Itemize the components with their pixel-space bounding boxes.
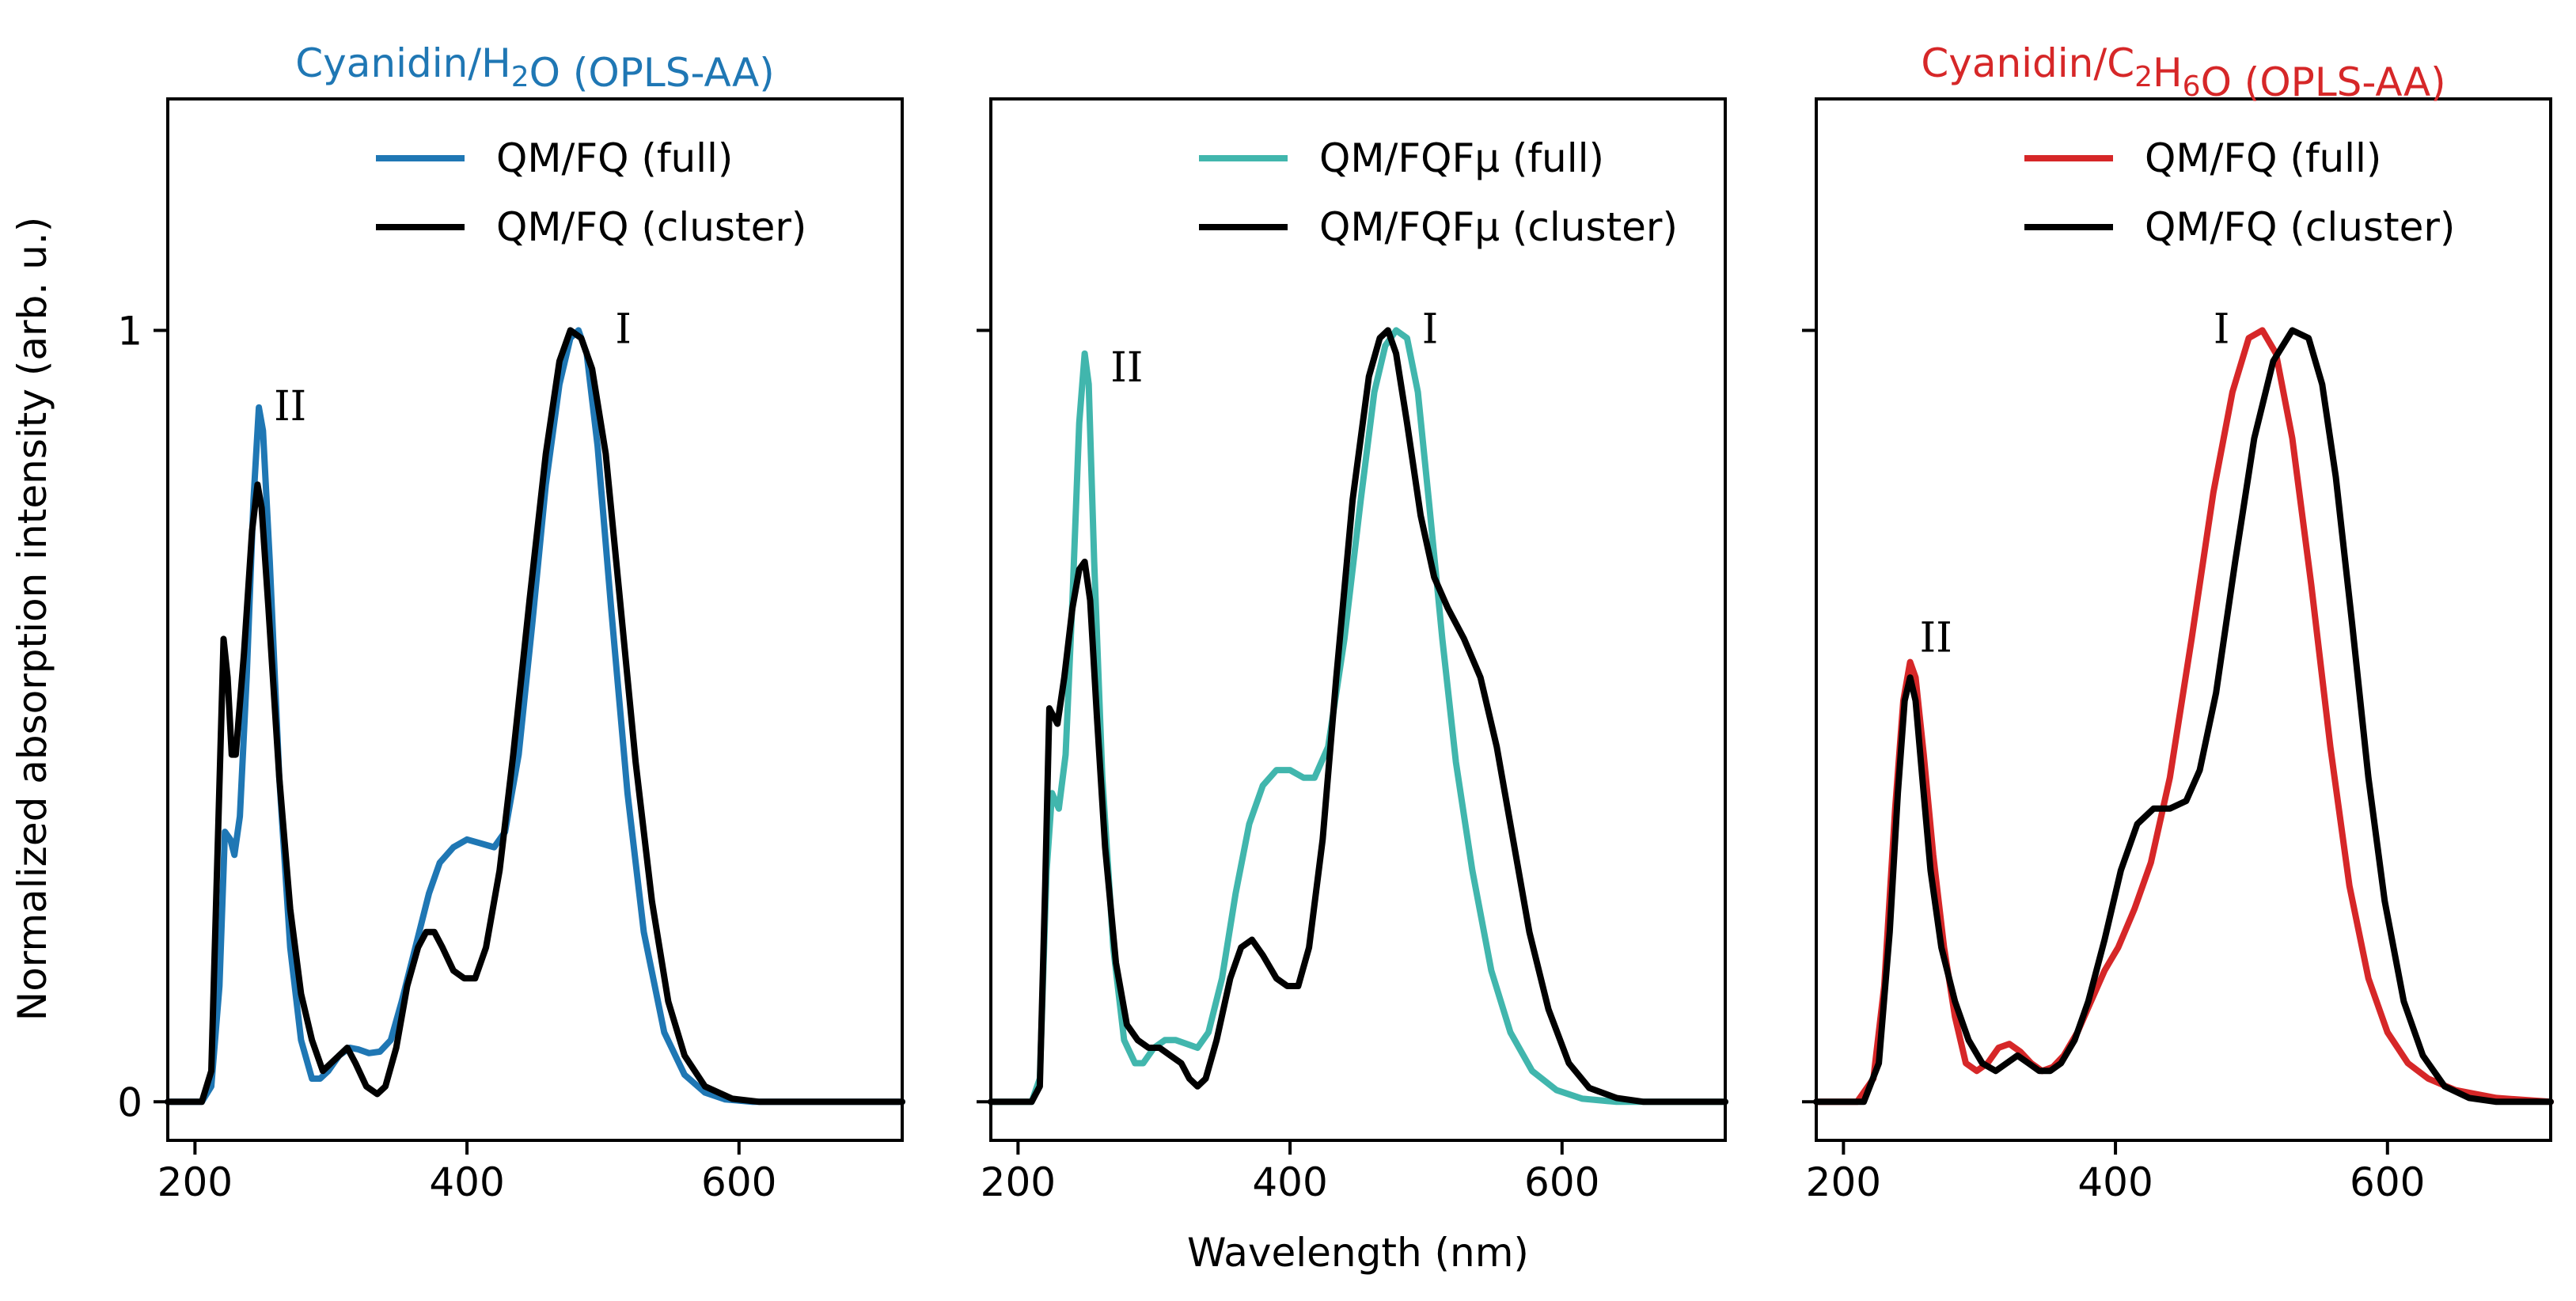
legend-label: QM/FQ (full) <box>496 135 733 181</box>
x-tick-label: 600 <box>1524 1159 1599 1205</box>
series-line-2 <box>988 327 1728 1106</box>
legend-label: QM/FQFμ (full) <box>1319 135 1604 181</box>
peak-annotation: I <box>615 305 632 353</box>
y-axis-label: Normalized absorption intensity (arb. u.… <box>9 217 55 1021</box>
panel-title: Cyanidin/C2H6O (OPLS-AA) <box>1921 40 2445 105</box>
legend-label: QM/FQFμ (cluster) <box>1319 204 1678 250</box>
x-tick-label: 400 <box>429 1159 504 1205</box>
peak-annotation: II <box>274 383 306 431</box>
x-axis-label: Wavelength (nm) <box>1187 1230 1529 1276</box>
x-tick-label: 200 <box>981 1159 1056 1205</box>
x-tick-label: 400 <box>1252 1159 1327 1205</box>
series-line-2 <box>1813 327 2554 1106</box>
panel-title: Cyanidin/H2O (OPLS-AA) <box>295 40 775 96</box>
legend-label: QM/FQ (full) <box>2145 135 2381 181</box>
series-line-2 <box>165 327 905 1106</box>
x-tick-label: 600 <box>701 1159 776 1205</box>
x-tick-label: 600 <box>2350 1159 2425 1205</box>
legend-label: QM/FQ (cluster) <box>2145 204 2455 250</box>
peak-annotation: I <box>2214 305 2230 353</box>
plot-frame <box>989 97 1727 1142</box>
panel-2: 200 400 600 QM/FQFμ (full) QM/FQFμ (cluster)… <box>977 97 1728 1205</box>
panel-1: 200 400 600 0 1 Cyanidin/H2O (OPLS-AA) QM/FQ (… <box>117 40 905 1205</box>
peak-annotation: I <box>1422 305 1439 353</box>
series-line-1 <box>988 327 1728 1106</box>
x-tick-label: 400 <box>2077 1159 2153 1205</box>
y-tick-label: 0 <box>117 1079 142 1125</box>
y-tick-label: 1 <box>117 308 142 354</box>
plot-frame <box>166 97 904 1142</box>
plot-frame <box>1815 97 2552 1142</box>
peak-annotation: II <box>1110 344 1143 392</box>
x-tick-label: 200 <box>157 1159 233 1205</box>
peak-annotation: II <box>1920 614 1952 662</box>
panel-3: 200 400 600 Cyanidin/C2H6O (OPLS-AA) QM/FQ (… <box>1802 40 2554 1205</box>
x-tick-label: 200 <box>1806 1159 1881 1205</box>
legend-label: QM/FQ (cluster) <box>496 204 806 250</box>
